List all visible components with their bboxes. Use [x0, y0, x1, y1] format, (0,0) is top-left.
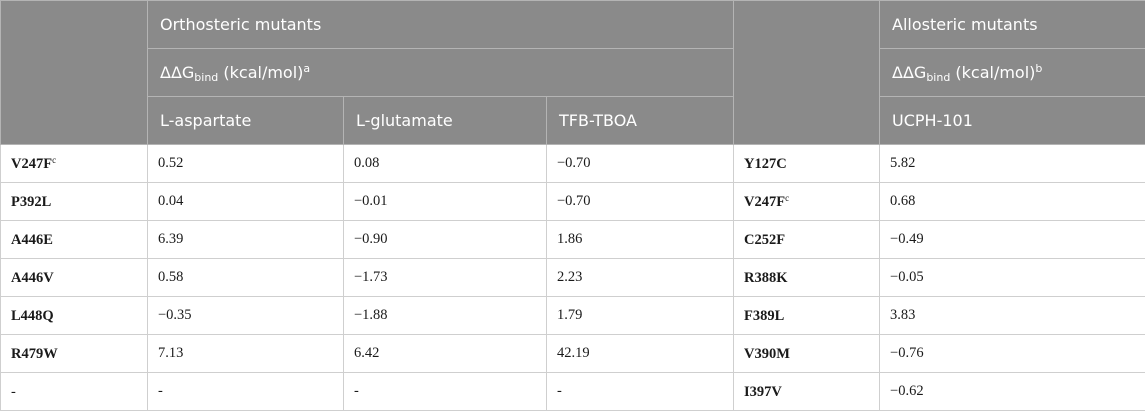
ddg-units: (kcal/mol) — [218, 62, 304, 82]
ortho-footnote: a — [303, 61, 311, 75]
table-row: P392L 0.04 −0.01 −0.70 V247Fc 0.68 — [0, 182, 1145, 221]
tfb-tboa-cell: 1.86 — [545, 220, 735, 259]
glutamate-cell: −0.01 — [343, 182, 547, 221]
allo-mutant-cell: C252F — [733, 220, 881, 259]
ucph-cell: 0.68 — [879, 182, 1145, 221]
col-header-glutamate: L-glutamate — [343, 96, 547, 145]
allosteric-header: Allosteric mutants — [879, 0, 1145, 49]
tfb-tboa-cell: −0.70 — [545, 182, 735, 221]
allo-footnote: b — [1035, 61, 1043, 75]
mutant-header-empty — [0, 0, 148, 145]
glutamate-cell: 6.42 — [343, 334, 547, 373]
allo-mutant-cell: R388K — [733, 258, 881, 297]
aspartate-cell: 7.13 — [147, 334, 344, 373]
aspartate-cell: 0.04 — [147, 182, 344, 221]
ucph-cell: −0.62 — [879, 372, 1145, 411]
table-row: - - - - I397V −0.62 — [0, 372, 1145, 411]
ortho-mutant-cell: V247Fc — [0, 144, 148, 183]
aspartate-cell: - — [147, 372, 344, 411]
tfb-tboa-cell: 2.23 — [545, 258, 735, 297]
ucph-cell: −0.76 — [879, 334, 1145, 373]
glutamate-cell: - — [343, 372, 547, 411]
ucph-cell: −0.49 — [879, 220, 1145, 259]
allo-mutant-cell: Y127C — [733, 144, 881, 183]
table-row: V247Fc 0.52 0.08 −0.70 Y127C 5.82 — [0, 144, 1145, 183]
header-row-3: L-aspartate L-glutamate TFB-TBOA UCPH-10… — [1, 96, 1145, 145]
ortho-mutant-cell: A446V — [0, 258, 148, 297]
table-row: A446E 6.39 −0.90 1.86 C252F −0.49 — [0, 220, 1145, 259]
allo-mutant-cell: F389L — [733, 296, 881, 335]
allo-ddg-header: ΔΔGbind (kcal/mol)b — [879, 48, 1145, 97]
col-header-aspartate: L-aspartate — [147, 96, 344, 145]
ucph-cell: 3.83 — [879, 296, 1145, 335]
table-row: L448Q −0.35 −1.88 1.79 F389L 3.83 — [0, 296, 1145, 335]
col-header-ucph: UCPH-101 — [879, 96, 1145, 145]
header-row-1: Orthosteric mutants Allosteric mutants — [0, 0, 1145, 145]
aspartate-cell: −0.35 — [147, 296, 344, 335]
tfb-tboa-cell: 42.19 — [545, 334, 735, 373]
tfb-tboa-cell: −0.70 — [545, 144, 735, 183]
ortho-mutant-cell: - — [0, 372, 148, 411]
ddg-units: (kcal/mol) — [950, 62, 1036, 82]
ucph-cell: 5.82 — [879, 144, 1145, 183]
col-header-tfb-tboa: TFB-TBOA — [545, 96, 735, 145]
table-row: R479W 7.13 6.42 42.19 V390M −0.76 — [0, 334, 1145, 373]
glutamate-cell: −0.90 — [343, 220, 547, 259]
ucph-cell: −0.05 — [879, 258, 1145, 297]
allo-mutant-cell: V390M — [733, 334, 881, 373]
ortho-mutant-cell: L448Q — [0, 296, 148, 335]
glutamate-cell: 0.08 — [343, 144, 547, 183]
ortho-mutant-cell: P392L — [0, 182, 148, 221]
allosteric-mutant-header-empty — [733, 0, 881, 145]
allo-mutant-cell: V247Fc — [733, 182, 881, 221]
aspartate-cell: 6.39 — [147, 220, 344, 259]
glutamate-cell: −1.88 — [343, 296, 547, 335]
ddg-label: ΔΔG — [892, 62, 927, 82]
header-row-2: ΔΔGbind (kcal/mol)a ΔΔGbind (kcal/mol)b — [1, 48, 1145, 97]
ortho-ddg-header: ΔΔGbind (kcal/mol)a — [146, 48, 735, 97]
orthosteric-header: Orthosteric mutants — [146, 0, 735, 49]
glutamate-cell: −1.73 — [343, 258, 547, 297]
ddg-subscript: bind — [926, 70, 951, 84]
ortho-mutant-cell: A446E — [0, 220, 148, 259]
allo-mutant-cell: I397V — [733, 372, 881, 411]
aspartate-cell: 0.58 — [147, 258, 344, 297]
table-row: A446V 0.58 −1.73 2.23 R388K −0.05 — [0, 258, 1145, 297]
ddg-label: ΔΔG — [160, 62, 195, 82]
tfb-tboa-cell: - — [545, 372, 735, 411]
ortho-mutant-cell: R479W — [0, 334, 148, 373]
ddg-subscript: bind — [194, 70, 219, 84]
tfb-tboa-cell: 1.79 — [545, 296, 735, 335]
aspartate-cell: 0.52 — [147, 144, 344, 183]
